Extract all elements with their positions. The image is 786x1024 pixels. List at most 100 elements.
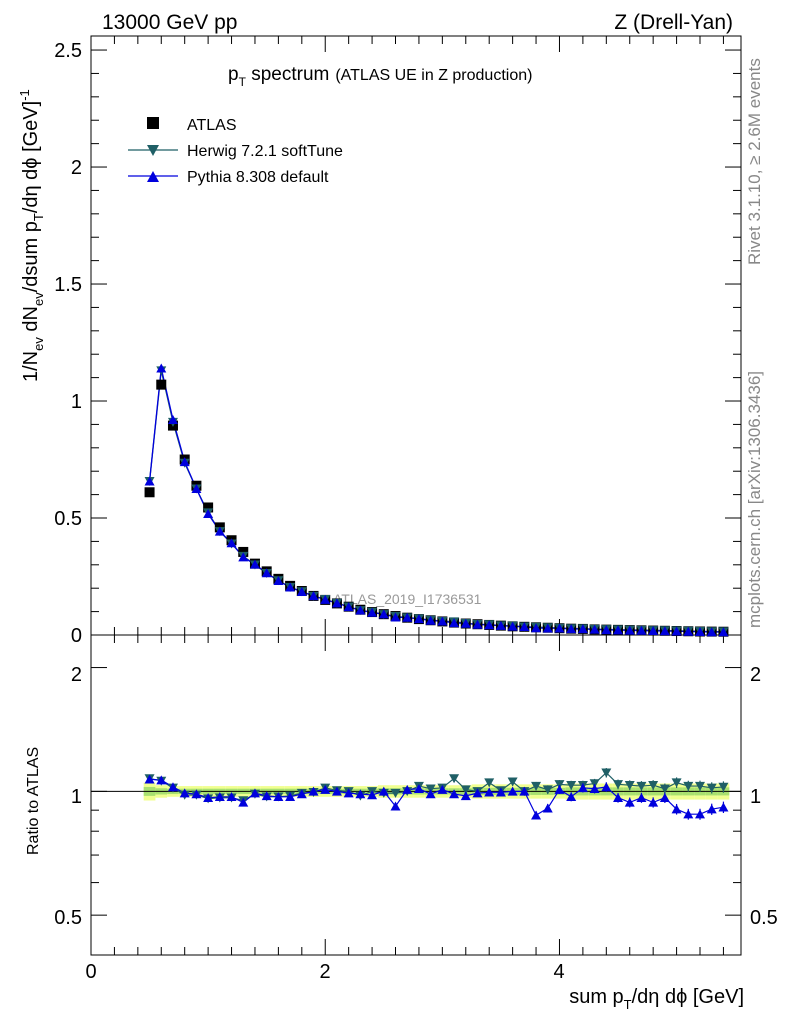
herwig-ratio-point [589,779,600,789]
pythia-point [577,624,588,634]
herwig-ratio-point [683,781,694,791]
main-series [144,363,729,637]
pythia-point [437,616,448,626]
pythia-point [425,615,436,625]
legend-atlas-label: ATLAS [187,117,237,134]
y-ticks-ratio-right: 0.5 1 2 [750,664,778,929]
pythia-point [226,538,237,548]
pythia-point [203,509,214,519]
tick-marks [90,36,741,956]
ratio-series [144,768,729,820]
pythia-ratio-point [671,804,682,814]
pythia-ratio-point [144,774,155,784]
pythia-point [343,602,354,612]
herwig-ratio-point [671,778,682,788]
pythia-ratio-point [413,783,424,793]
pythia-point [308,591,319,601]
pythia-ratio-point [261,791,272,801]
legend-entry-herwig: Herwig 7.2.1 softTune [128,143,343,160]
legend-pythia-marker [147,171,159,182]
pythia-ratio-point [285,792,296,802]
pythia-point [601,625,612,635]
energy-label: 13000 GeV pp [102,11,237,34]
rivet-info: Rivet 3.1.10, ≥ 2.6M events [745,58,764,265]
ratio-tick-label: 2 [71,664,82,686]
analysis-watermark: ATLAS_2019_I1736531 [333,591,482,607]
pythia-ratio-point [355,789,366,799]
pythia-point [179,457,190,467]
herwig-ratio-point [531,781,542,791]
herwig-ratio-point [624,780,635,790]
pythia-ratio-point [519,786,530,796]
pythia-point [542,623,553,633]
legend: ATLAS Herwig 7.2.1 softTune Pythia 8.308… [128,117,343,186]
pythia-ratio-point [226,792,237,802]
ratio-tick-label-right: 1 [750,786,761,808]
pythia-ratio-point [156,775,167,785]
pythia-ratio-point [296,789,307,799]
pythia-ratio-point [495,787,506,797]
pythia-point [613,625,624,635]
pythia-point [671,626,682,636]
y-tick-label: 2 [71,157,82,179]
herwig-ratio-point [659,784,670,794]
pythia-point [449,618,460,628]
legend-pythia-label: Pythia 8.308 default [187,169,329,186]
pythia-point [472,619,483,629]
pythia-ratio-point [613,792,624,802]
pythia-ratio-point [695,809,706,819]
herwig-ratio-point [566,780,577,790]
herwig-ratio-point [601,768,612,778]
pythia-point [718,627,729,637]
herwig-ratio-point [425,784,436,794]
pythia-point [331,598,342,608]
atlas-point [144,487,155,498]
legend-entry-pythia: Pythia 8.308 default [128,169,329,186]
pythia-point [238,552,249,562]
pythia-point [367,607,378,617]
pythia-ratio-point [437,784,448,794]
herwig-ratio-point [390,788,401,798]
y-ticks-main: 0 0.5 1 1.5 2 2.5 [54,40,82,647]
pythia-ratio-point [460,791,471,801]
pythia-ratio-point [589,783,600,793]
legend-atlas-marker [147,117,159,129]
pythia-ratio-point [238,797,249,807]
pythia-ratio-point [179,788,190,798]
pythia-ratio-point [636,792,647,802]
pythia-point [531,623,542,633]
pythia-point [144,476,155,486]
pythia-point [460,618,471,628]
pythia-ratio-point [343,788,354,798]
pythia-ratio-point [472,788,483,798]
pythia-point [191,484,202,494]
pythia-ratio-point [367,790,378,800]
pythia-ratio-point [449,789,460,799]
x-tick-label: 4 [553,961,564,983]
pythia-ratio-point [531,810,542,820]
pythia-ratio-point [390,801,401,811]
ratio-tick-label: 1 [71,786,82,808]
herwig-ratio-point [507,777,518,787]
herwig-ratio-point [449,774,460,784]
pythia-point [390,612,401,622]
pythia-point [402,612,413,622]
pythia-ratio-point [191,789,202,799]
pythia-point [249,559,260,569]
ratio-tick-label: 0.5 [54,907,82,929]
pythia-point [566,624,577,634]
pythia-point [214,526,225,536]
pythia-ratio-point [308,786,319,796]
pythia-point [495,620,506,630]
pythia-ratio-point [659,792,670,802]
pythia-point [355,605,366,615]
atlas-point [203,502,214,513]
herwig-ratio-point [648,780,659,790]
pythia-point [296,586,307,596]
pythia-point [636,625,647,635]
x-tick-label: 2 [319,961,330,983]
y-tick-label: 0 [71,625,82,647]
pythia-ratio-point [706,804,717,814]
pythia-ratio-point [566,792,577,802]
